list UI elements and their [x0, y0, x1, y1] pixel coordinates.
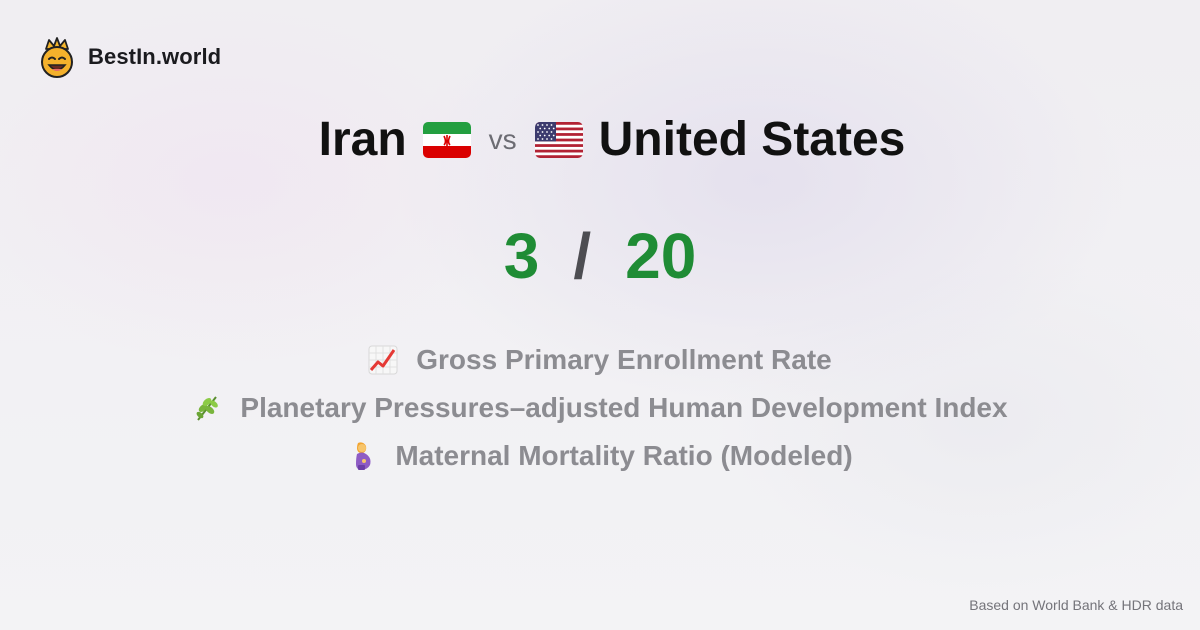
brand-name: BestIn.world	[88, 44, 222, 69]
vs-label: vs	[488, 124, 517, 155]
metric-item: Planetary Pressures–adjusted Human Devel…	[192, 384, 1008, 432]
comparison-title: Iran vs United States	[0, 110, 1200, 170]
score-separator: /	[573, 220, 592, 292]
metric-item: Gross Primary Enrollment Rate	[368, 336, 832, 384]
iran-flag-icon	[422, 122, 471, 158]
metric-label: Maternal Mortality Ratio (Modeled)	[395, 440, 853, 471]
pregnant-woman-icon	[356, 442, 371, 470]
metric-item: Maternal Mortality Ratio (Modeled)	[347, 432, 853, 480]
chart-increasing-icon	[368, 345, 398, 375]
brand[interactable]: BestIn.world	[38, 36, 221, 78]
herb-icon	[196, 396, 219, 421]
data-source-note: Based on World Bank & HDR data	[969, 597, 1183, 613]
right-country-name: United States	[598, 113, 906, 166]
crown-smiley-icon	[41, 37, 73, 78]
us-flag-icon	[534, 122, 583, 158]
left-score: 3	[503, 220, 540, 292]
right-score: 20	[625, 220, 697, 292]
score: 3 / 20	[0, 218, 1200, 294]
metric-label: Planetary Pressures–adjusted Human Devel…	[240, 392, 1008, 423]
left-country-name: Iran	[318, 113, 407, 166]
metric-label: Gross Primary Enrollment Rate	[416, 344, 832, 375]
metrics-list: Gross Primary Enrollment Rate Planetary …	[0, 336, 1200, 480]
